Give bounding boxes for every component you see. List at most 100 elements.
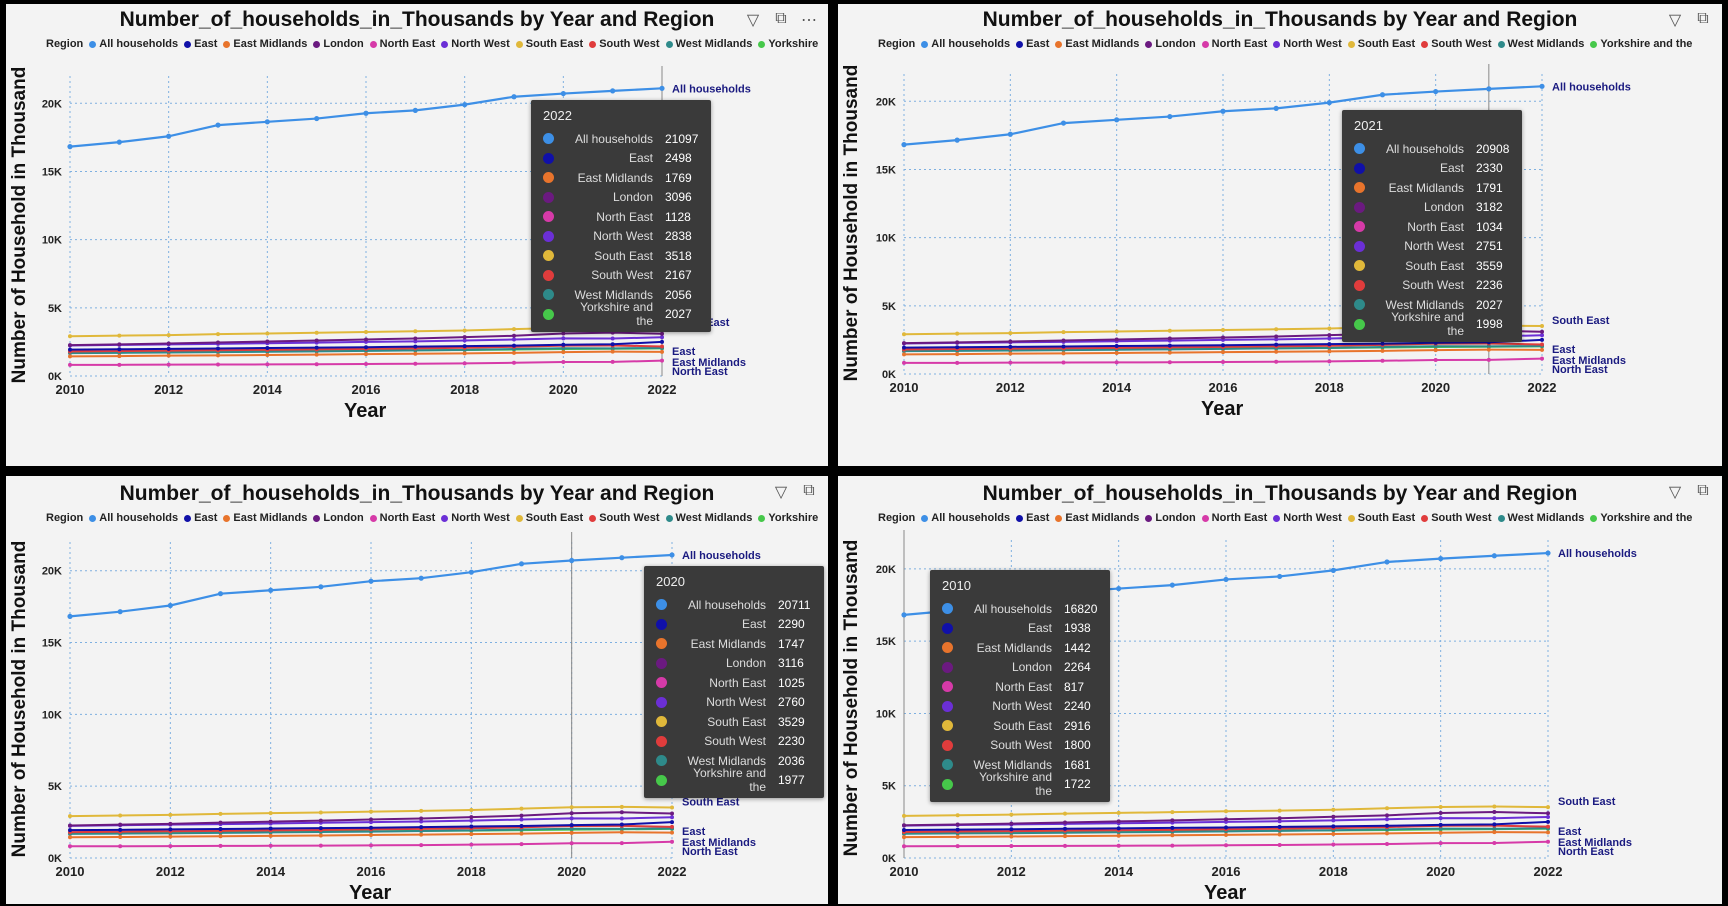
data-point[interactable] (511, 94, 517, 100)
data-point[interactable] (1221, 360, 1225, 364)
data-point[interactable] (1170, 833, 1175, 838)
data-point[interactable] (619, 830, 624, 835)
data-point[interactable] (1008, 360, 1013, 365)
data-point[interactable] (1277, 816, 1282, 821)
filter-icon[interactable]: ▽ (1668, 12, 1682, 29)
data-point[interactable] (268, 826, 273, 831)
data-point[interactable] (1224, 809, 1228, 814)
data-point[interactable] (1009, 827, 1014, 832)
data-point[interactable] (268, 811, 273, 816)
data-point[interactable] (1438, 830, 1443, 835)
data-point[interactable] (1331, 842, 1336, 847)
data-point[interactable] (364, 352, 368, 357)
data-point[interactable] (218, 843, 223, 848)
data-point[interactable] (218, 826, 223, 831)
data-point[interactable] (1224, 825, 1228, 830)
data-point[interactable] (1385, 831, 1389, 836)
filter-icon[interactable]: ▽ (746, 12, 760, 29)
data-point[interactable] (413, 329, 418, 334)
data-point[interactable] (519, 823, 524, 828)
data-point[interactable] (166, 353, 171, 358)
data-point[interactable] (314, 362, 319, 367)
data-point[interactable] (218, 811, 223, 816)
data-point[interactable] (1433, 348, 1438, 353)
data-point[interactable] (1327, 336, 1332, 341)
data-point[interactable] (1116, 833, 1121, 838)
data-point[interactable] (1385, 813, 1389, 818)
data-point[interactable] (519, 842, 524, 847)
legend-item[interactable]: North East (1201, 38, 1267, 50)
data-point[interactable] (1114, 329, 1119, 334)
chart-panel-4[interactable]: Number_of_households_in_Thousands by Yea… (838, 476, 1722, 904)
data-point[interactable] (512, 327, 516, 332)
legend-item[interactable]: London (313, 512, 364, 524)
data-point[interactable] (167, 602, 173, 609)
data-point[interactable] (1380, 348, 1385, 353)
data-point[interactable] (660, 331, 664, 336)
data-point[interactable] (1546, 839, 1550, 844)
data-point[interactable] (1492, 841, 1497, 846)
data-point[interactable] (1114, 344, 1119, 349)
data-point[interactable] (268, 819, 273, 824)
data-point[interactable] (168, 844, 173, 849)
data-point[interactable] (1385, 823, 1389, 828)
data-point[interactable] (1327, 342, 1332, 347)
data-point[interactable] (1486, 344, 1491, 349)
data-point[interactable] (68, 835, 72, 840)
data-point[interactable] (902, 813, 906, 818)
data-point[interactable] (1540, 333, 1544, 338)
legend-item[interactable]: South East (1347, 38, 1415, 50)
data-point[interactable] (1327, 359, 1332, 364)
data-point[interactable] (419, 819, 424, 824)
data-point[interactable] (1331, 814, 1336, 819)
data-point[interactable] (166, 133, 172, 139)
data-point[interactable] (314, 115, 320, 122)
data-point[interactable] (1539, 83, 1545, 89)
data-point[interactable] (902, 835, 906, 840)
data-point[interactable] (462, 344, 467, 349)
data-point[interactable] (1170, 825, 1175, 830)
data-point[interactable] (1116, 810, 1121, 815)
data-point[interactable] (670, 830, 674, 835)
data-point[interactable] (1492, 826, 1497, 831)
data-point[interactable] (1273, 105, 1279, 111)
data-point[interactable] (561, 350, 566, 355)
focus-mode-icon[interactable]: ⧉ (803, 482, 815, 499)
legend-item[interactable]: East Midlands (223, 512, 307, 524)
data-point[interactable] (1486, 86, 1492, 92)
data-point[interactable] (1063, 826, 1067, 831)
data-point[interactable] (364, 345, 368, 350)
data-point[interactable] (265, 331, 270, 336)
data-point[interactable] (413, 361, 418, 366)
legend-item[interactable]: East Midlands (1055, 512, 1139, 524)
data-point[interactable] (1063, 843, 1067, 848)
data-point[interactable] (1438, 810, 1443, 815)
legend-item[interactable]: Yorkshire and the (758, 512, 820, 524)
data-point[interactable] (462, 351, 467, 356)
data-point[interactable] (561, 342, 566, 347)
data-point[interactable] (1546, 819, 1550, 824)
data-point[interactable] (1008, 339, 1013, 344)
data-point[interactable] (216, 362, 220, 367)
data-point[interactable] (1486, 357, 1491, 362)
legend-item[interactable]: East Midlands (223, 38, 307, 50)
data-point[interactable] (901, 142, 907, 148)
data-point[interactable] (519, 813, 524, 818)
data-point[interactable] (619, 822, 624, 827)
data-point[interactable] (364, 362, 368, 366)
data-point[interactable] (118, 813, 123, 818)
data-point[interactable] (1061, 330, 1066, 335)
data-point[interactable] (1167, 328, 1172, 333)
data-point[interactable] (619, 826, 624, 831)
data-point[interactable] (419, 832, 424, 837)
data-point[interactable] (512, 360, 516, 365)
data-point[interactable] (118, 822, 123, 827)
data-point[interactable] (369, 817, 373, 822)
legend-item[interactable]: East (184, 512, 217, 524)
data-point[interactable] (1009, 812, 1014, 817)
data-point[interactable] (669, 552, 675, 558)
data-point[interactable] (1063, 820, 1067, 825)
data-point[interactable] (1063, 811, 1067, 816)
legend-item[interactable]: West Midlands (665, 38, 752, 50)
legend-item[interactable]: North East (369, 38, 435, 50)
